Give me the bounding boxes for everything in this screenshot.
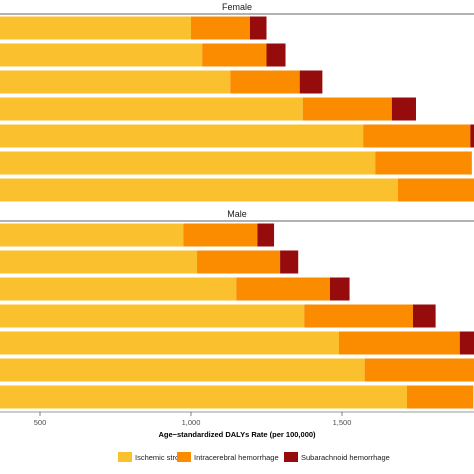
facet-label-female: Female — [222, 2, 252, 12]
facet-strip-male — [0, 207, 474, 221]
bar-segment-subarachnoid-hemorrhage — [299, 70, 323, 94]
bar-segment-ischemic-stroke — [0, 70, 231, 94]
x-tick-label: 1,500 — [333, 418, 352, 427]
legend-swatch-subarachnoid-hemorrhage — [284, 452, 298, 462]
bar-segment-intracerebral-hemorrhage — [230, 70, 300, 94]
bar-segment-subarachnoid-hemorrhage — [280, 250, 299, 274]
bar-segment-subarachnoid-hemorrhage — [257, 223, 275, 247]
bar-segment-intracerebral-hemorrhage — [406, 385, 474, 409]
bar-segment-ischemic-stroke — [0, 250, 198, 274]
bar-segment-ischemic-stroke — [0, 178, 398, 202]
legend-swatch-intracerebral-hemorrhage — [177, 452, 191, 462]
legend: Ischemic stroke Intracerebral hemorrhage… — [118, 452, 390, 462]
bar-segment-intracerebral-hemorrhage — [183, 223, 258, 247]
bar-segment-ischemic-stroke — [0, 97, 303, 121]
bar-segment-intracerebral-hemorrhage — [236, 277, 330, 301]
panel-female: Female — [0, 0, 474, 202]
bar-segment-intracerebral-hemorrhage — [364, 358, 474, 382]
x-tick-label: 1,000 — [182, 418, 201, 427]
legend-swatch-ischemic-stroke — [118, 452, 132, 462]
bar-segment-ischemic-stroke — [0, 304, 305, 328]
bar-segment-ischemic-stroke — [0, 277, 237, 301]
bar-segment-subarachnoid-hemorrhage — [412, 304, 436, 328]
bar-segment-intracerebral-hemorrhage — [302, 97, 392, 121]
facet-strip-female — [0, 0, 474, 14]
bar-segment-ischemic-stroke — [0, 385, 407, 409]
bar-segment-subarachnoid-hemorrhage — [266, 43, 286, 67]
bar-segment-intracerebral-hemorrhage — [304, 304, 413, 328]
bar-segment-ischemic-stroke — [0, 358, 365, 382]
bar-segment-ischemic-stroke — [0, 16, 191, 40]
bar-segment-ischemic-stroke — [0, 124, 364, 148]
bar-segment-intracerebral-hemorrhage — [338, 331, 460, 355]
legend-item-subarachnoid-hemorrhage: Subarachnoid hemorrhage — [284, 452, 390, 462]
bar-segment-subarachnoid-hemorrhage — [470, 124, 474, 148]
panel-male: Male — [0, 207, 474, 409]
bar-segment-intracerebral-hemorrhage — [202, 43, 267, 67]
bar-segment-subarachnoid-hemorrhage — [249, 16, 267, 40]
bar-segment-intracerebral-hemorrhage — [397, 178, 474, 202]
legend-label-intracerebral-hemorrhage: Intracerebral hemorrhage — [194, 453, 279, 462]
x-axis: 500 1,000 1,500 Age−standardized DALYs Rat… — [0, 411, 474, 439]
x-axis-title: Age−standardized DALYs Rate (per 100,000… — [158, 430, 316, 439]
legend-label-ischemic-stroke: Ischemic stroke — [135, 453, 187, 462]
bar-segment-intracerebral-hemorrhage — [375, 151, 472, 175]
legend-item-ischemic-stroke: Ischemic stroke — [118, 452, 187, 462]
bar-segment-intracerebral-hemorrhage — [197, 250, 281, 274]
bar-segment-intracerebral-hemorrhage — [363, 124, 471, 148]
bar-segment-subarachnoid-hemorrhage — [459, 331, 474, 355]
bar-segment-ischemic-stroke — [0, 223, 184, 247]
facet-label-male: Male — [227, 209, 247, 219]
bar-segment-intracerebral-hemorrhage — [191, 16, 250, 40]
bar-segment-subarachnoid-hemorrhage — [329, 277, 350, 301]
bar-segment-subarachnoid-hemorrhage — [391, 97, 416, 121]
legend-item-intracerebral-hemorrhage: Intracerebral hemorrhage — [177, 452, 279, 462]
x-ticks: 500 1,000 1,500 — [34, 412, 352, 427]
bar-segment-ischemic-stroke — [0, 151, 376, 175]
bar-segment-ischemic-stroke — [0, 43, 203, 67]
x-tick-label: 500 — [34, 418, 47, 427]
bar-segment-ischemic-stroke — [0, 331, 339, 355]
panels-layer: Female Male — [0, 0, 474, 409]
legend-label-subarachnoid-hemorrhage: Subarachnoid hemorrhage — [301, 453, 390, 462]
